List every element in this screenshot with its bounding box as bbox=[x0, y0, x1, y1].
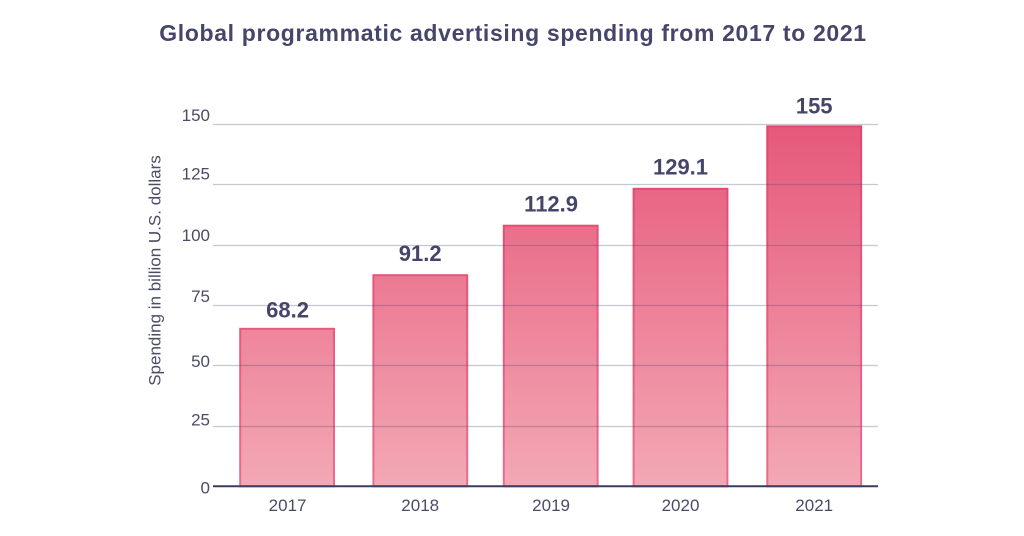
svg-text:68.2: 68.2 bbox=[266, 298, 309, 323]
svg-text:112.9: 112.9 bbox=[524, 192, 578, 217]
svg-text:155: 155 bbox=[796, 94, 833, 119]
svg-text:75: 75 bbox=[191, 287, 210, 306]
svg-text:Global programmatic advertisin: Global programmatic advertising spending… bbox=[159, 20, 866, 46]
svg-text:150: 150 bbox=[182, 106, 210, 125]
svg-text:2019: 2019 bbox=[532, 496, 570, 515]
svg-text:91.2: 91.2 bbox=[399, 241, 442, 266]
svg-text:2017: 2017 bbox=[269, 496, 307, 515]
svg-text:50: 50 bbox=[191, 352, 210, 371]
svg-text:2018: 2018 bbox=[401, 496, 439, 515]
svg-text:100: 100 bbox=[182, 226, 210, 245]
svg-text:25: 25 bbox=[191, 411, 210, 430]
svg-text:0: 0 bbox=[201, 479, 210, 498]
svg-text:2020: 2020 bbox=[662, 496, 700, 515]
svg-text:129.1: 129.1 bbox=[653, 154, 708, 179]
svg-text:2021: 2021 bbox=[795, 496, 833, 515]
svg-text:Spending in billion U.S. dolla: Spending in billion U.S. dollars bbox=[146, 155, 165, 386]
svg-text:125: 125 bbox=[182, 165, 210, 184]
